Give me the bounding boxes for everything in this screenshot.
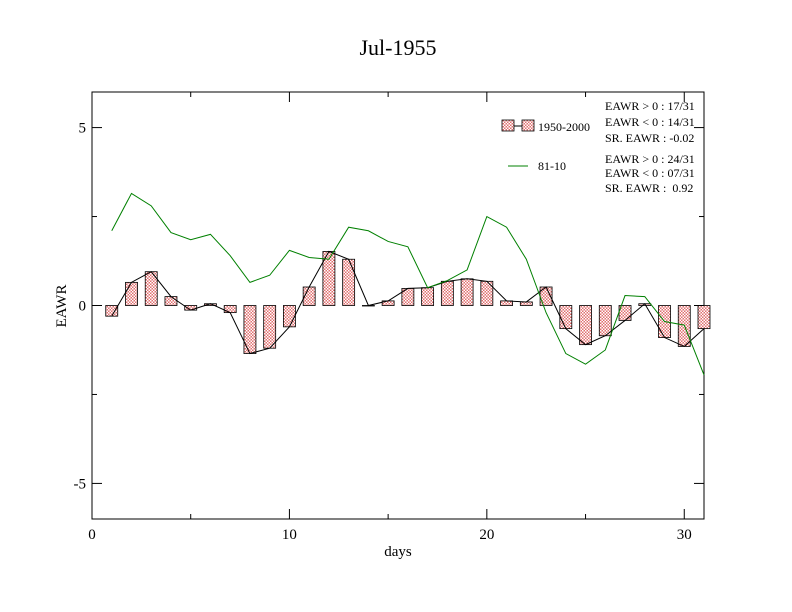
x-tick-label: 10 xyxy=(282,527,297,543)
bar-day-2 xyxy=(125,281,138,306)
bar-day-7 xyxy=(223,305,237,314)
y-axis-label: EAWR xyxy=(54,285,70,328)
bar-day-4 xyxy=(164,296,178,306)
legend-label-81-10: 81-10 xyxy=(538,159,566,173)
legend-label-1950-2000: 1950-2000 xyxy=(538,120,590,134)
line-81-10 xyxy=(111,192,705,376)
bar-day-22 xyxy=(519,301,533,306)
bar-day-24 xyxy=(559,305,573,330)
bar-day-9 xyxy=(263,305,277,349)
bar-day-13 xyxy=(342,258,356,306)
bar-day-19 xyxy=(460,278,474,306)
bar-day-26 xyxy=(598,305,612,337)
bar-day-18 xyxy=(440,280,454,306)
x-tick-label: 20 xyxy=(479,527,494,543)
bar-day-1 xyxy=(105,305,119,317)
bar-series-1950-2000 xyxy=(105,251,711,354)
legend-swatch-1950-2000-b xyxy=(521,119,535,132)
stat-1950-sr: SR. EAWR : -0.02 xyxy=(605,131,694,145)
legend-swatch-1950-2000-a xyxy=(501,119,515,132)
stat-8110-pos: EAWR > 0 : 24/31 xyxy=(605,152,695,166)
stat-1950-pos: EAWR > 0 : 17/31 xyxy=(605,99,695,113)
x-axis-label: days xyxy=(384,544,412,560)
axes: 0 10 20 30 -5 0 5 xyxy=(74,92,704,543)
stat-1950-neg: EAWR < 0 : 14/31 xyxy=(605,115,695,129)
stat-8110-neg: EAWR < 0 : 07/31 xyxy=(605,166,695,180)
bar-day-8 xyxy=(243,305,257,354)
x-tick-label: 0 xyxy=(88,527,96,543)
bar-day-10 xyxy=(283,305,296,328)
bar-day-25 xyxy=(579,305,592,346)
line-layer xyxy=(111,192,705,376)
x-tick-label: 30 xyxy=(677,527,692,543)
bar-day-31 xyxy=(697,305,711,330)
line-1950-2000 xyxy=(111,250,705,355)
chart-title: Jul-1955 xyxy=(360,35,437,60)
y-tick-label: 0 xyxy=(79,299,87,315)
legend: 1950-2000 81-10 EAWR > 0 : 17/31 EAWR < … xyxy=(501,99,695,195)
stat-8110-sr: SR. EAWR : 0.92 xyxy=(605,181,693,195)
y-tick-label: -5 xyxy=(74,476,87,492)
bar-day-17 xyxy=(421,287,435,306)
y-tick-label: 5 xyxy=(79,121,87,137)
